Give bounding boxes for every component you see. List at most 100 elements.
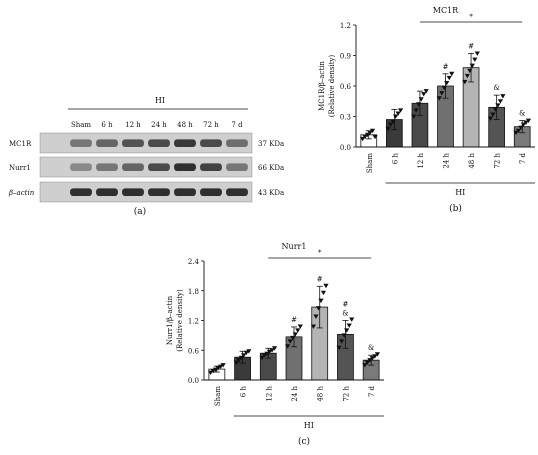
data-point xyxy=(487,116,494,121)
data-point xyxy=(295,328,301,333)
data-point xyxy=(364,132,371,138)
x-tick-label: 48 h xyxy=(317,386,325,402)
blot-strip xyxy=(39,156,253,178)
blot-band xyxy=(174,139,196,147)
data-point xyxy=(339,339,345,344)
blot-lane-label: Sham xyxy=(71,121,91,129)
y-tick-label: 1.8 xyxy=(188,288,199,296)
data-point xyxy=(397,108,404,113)
blot-lane-label: 12 h xyxy=(125,121,141,129)
blot-kda-label: 43 KDa xyxy=(258,189,284,197)
data-point xyxy=(393,114,399,119)
data-point xyxy=(411,114,417,119)
data-point xyxy=(315,306,322,311)
data-point xyxy=(271,346,278,351)
data-point xyxy=(269,348,275,353)
y-axis-label-sub: (Relative density) xyxy=(328,55,336,118)
data-point xyxy=(374,352,381,357)
data-point xyxy=(362,134,368,140)
data-point xyxy=(492,107,498,112)
significance-marker: # xyxy=(443,63,449,71)
data-point xyxy=(446,75,452,81)
blot-lane-label: 72 h xyxy=(203,121,219,129)
data-point xyxy=(259,355,265,361)
data-point xyxy=(500,94,506,99)
blot-kda-label: 37 KDa xyxy=(258,140,284,148)
y-tick-label: 1.2 xyxy=(340,22,351,30)
blot-rows: MC1R 37 KDa Nurr1 66 KDa β–actin 43 KDa xyxy=(8,132,284,203)
blot-band xyxy=(174,188,196,196)
blot-band xyxy=(226,139,248,147)
y-axis-label: Nurr1/β–actin xyxy=(166,295,174,345)
significance-marker: & xyxy=(342,310,348,318)
data-point xyxy=(472,57,478,62)
group-label: HI xyxy=(455,188,465,197)
blot-row-name: β–actin xyxy=(8,189,35,197)
blot-band xyxy=(226,163,248,171)
data-point xyxy=(297,324,303,329)
significance-marker: & xyxy=(494,84,500,92)
data-point xyxy=(497,99,503,104)
data-point xyxy=(213,367,219,372)
blot-band xyxy=(70,163,92,171)
data-point xyxy=(490,112,496,117)
blot-lane-label: 6 h xyxy=(101,121,113,129)
y-axis-label: MC1R/β–actin xyxy=(318,61,326,111)
data-point xyxy=(367,130,373,136)
data-point xyxy=(449,71,455,77)
x-tick-label: Sham xyxy=(214,386,222,406)
blot-band xyxy=(122,163,144,171)
data-point xyxy=(287,339,293,344)
data-point xyxy=(474,51,480,56)
x-tick-label: Sham xyxy=(366,153,374,173)
data-point xyxy=(349,317,355,322)
y-tick-label: 0.0 xyxy=(340,144,351,152)
x-tick-label: 12 h xyxy=(417,153,425,169)
data-point xyxy=(416,102,422,107)
data-point xyxy=(523,120,529,125)
data-point xyxy=(495,103,501,108)
x-tick-label: 24 h xyxy=(443,153,451,169)
data-point xyxy=(346,323,352,328)
blot-band xyxy=(200,163,222,171)
data-point xyxy=(467,68,473,74)
y-tick-label: 2.4 xyxy=(188,258,200,266)
blot-lane-label: 24 h xyxy=(151,121,167,129)
blot-band xyxy=(96,163,118,171)
blot-lane-labels: Sham 6 h 12 h 24 h 48 h 72 h 7 d xyxy=(71,121,243,129)
data-point xyxy=(413,108,419,113)
y-axis-label-sub: (Relative density) xyxy=(176,289,184,352)
data-point xyxy=(367,358,373,363)
x-tick-label: 7 d xyxy=(519,152,527,164)
data-point xyxy=(369,128,376,134)
data-point xyxy=(388,122,394,128)
group-label: HI xyxy=(304,421,314,430)
data-point xyxy=(207,370,214,375)
blot-band xyxy=(70,139,92,147)
significance-marker: & xyxy=(519,110,525,118)
data-point xyxy=(464,73,470,79)
data-point xyxy=(236,358,242,363)
x-tick-label: 72 h xyxy=(342,386,350,402)
data-point xyxy=(515,128,522,134)
blot-group-label: HI xyxy=(155,96,165,105)
data-point xyxy=(439,91,445,96)
panel-label-a: (a) xyxy=(134,206,146,217)
x-tick-label: 12 h xyxy=(265,386,273,402)
data-point xyxy=(246,349,252,354)
blot-kda-label: 66 KDa xyxy=(258,164,284,172)
data-point xyxy=(469,63,475,69)
blot-band xyxy=(200,188,222,196)
data-point xyxy=(372,134,378,140)
blot-band xyxy=(200,139,222,147)
blot-row-name: Nurr1 xyxy=(9,164,31,172)
y-tick-label: 0.0 xyxy=(188,377,199,385)
data-point xyxy=(210,369,216,374)
significance-star: * xyxy=(469,13,473,21)
data-point xyxy=(421,92,427,97)
data-point xyxy=(362,363,368,368)
y-tick-label: 0.3 xyxy=(340,114,351,122)
x-tick-label: 48 h xyxy=(468,153,476,169)
data-point xyxy=(220,363,226,368)
